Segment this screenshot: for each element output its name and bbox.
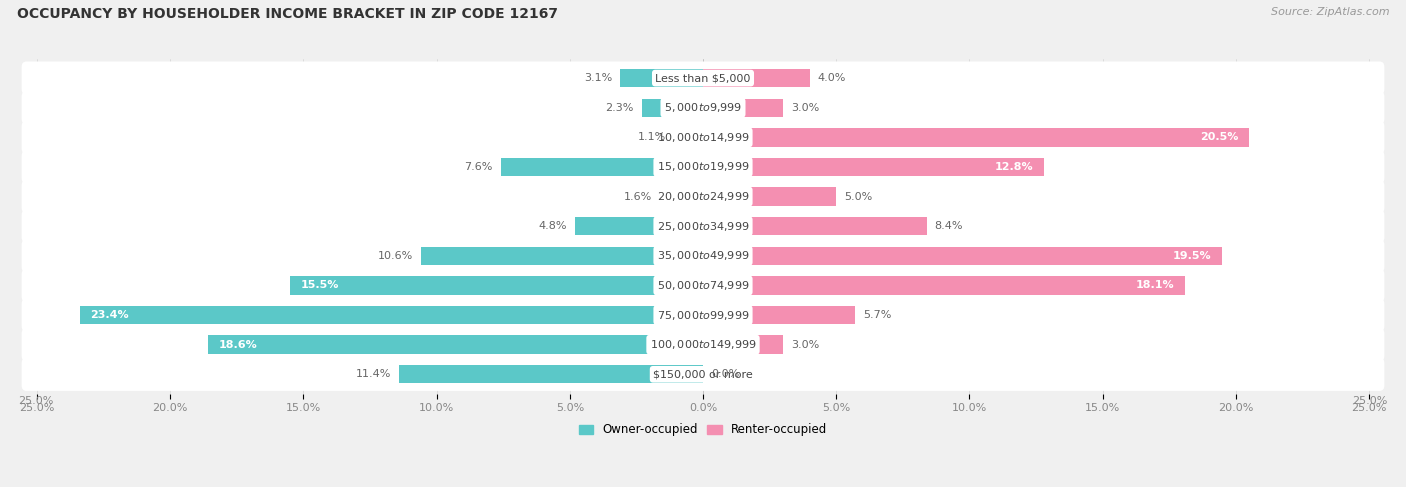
Legend: Owner-occupied, Renter-occupied: Owner-occupied, Renter-occupied: [574, 419, 832, 441]
FancyBboxPatch shape: [21, 180, 1385, 213]
Text: $5,000 to $9,999: $5,000 to $9,999: [664, 101, 742, 114]
Bar: [703, 158, 1043, 176]
FancyBboxPatch shape: [21, 358, 1385, 391]
Text: $150,000 or more: $150,000 or more: [654, 369, 752, 379]
Bar: [399, 365, 703, 383]
Text: 0.0%: 0.0%: [711, 369, 740, 379]
Text: 15.5%: 15.5%: [301, 281, 339, 290]
Text: 7.6%: 7.6%: [464, 162, 492, 172]
Bar: [703, 217, 927, 235]
Text: 3.0%: 3.0%: [792, 103, 820, 112]
Text: 25.0%: 25.0%: [1353, 396, 1388, 406]
Text: 12.8%: 12.8%: [994, 162, 1033, 172]
Text: Source: ZipAtlas.com: Source: ZipAtlas.com: [1271, 7, 1389, 18]
Text: $100,000 to $149,999: $100,000 to $149,999: [650, 338, 756, 351]
Text: $20,000 to $24,999: $20,000 to $24,999: [657, 190, 749, 203]
Text: 3.0%: 3.0%: [792, 339, 820, 350]
Bar: [703, 187, 837, 206]
FancyBboxPatch shape: [21, 121, 1385, 154]
FancyBboxPatch shape: [21, 61, 1385, 94]
FancyBboxPatch shape: [21, 269, 1385, 302]
Text: 4.0%: 4.0%: [817, 73, 846, 83]
Text: 18.6%: 18.6%: [218, 339, 257, 350]
Text: $25,000 to $34,999: $25,000 to $34,999: [657, 220, 749, 233]
FancyBboxPatch shape: [21, 209, 1385, 243]
Bar: [703, 128, 1249, 147]
Text: 8.4%: 8.4%: [935, 221, 963, 231]
Bar: [703, 336, 783, 354]
FancyBboxPatch shape: [21, 328, 1385, 361]
FancyBboxPatch shape: [21, 299, 1385, 332]
Bar: [703, 306, 855, 324]
Bar: [80, 306, 703, 324]
Text: 19.5%: 19.5%: [1173, 251, 1212, 261]
FancyBboxPatch shape: [21, 150, 1385, 184]
Text: OCCUPANCY BY HOUSEHOLDER INCOME BRACKET IN ZIP CODE 12167: OCCUPANCY BY HOUSEHOLDER INCOME BRACKET …: [17, 7, 558, 21]
Text: $75,000 to $99,999: $75,000 to $99,999: [657, 309, 749, 321]
Bar: [208, 336, 703, 354]
Bar: [501, 158, 703, 176]
Text: 25.0%: 25.0%: [18, 396, 53, 406]
Bar: [703, 246, 1222, 265]
Text: 20.5%: 20.5%: [1199, 132, 1239, 142]
Text: 2.3%: 2.3%: [606, 103, 634, 112]
Bar: [620, 69, 703, 87]
Text: $10,000 to $14,999: $10,000 to $14,999: [657, 131, 749, 144]
Bar: [290, 276, 703, 295]
Text: 1.1%: 1.1%: [637, 132, 665, 142]
Bar: [703, 98, 783, 117]
Bar: [641, 98, 703, 117]
Bar: [673, 128, 703, 147]
Text: 11.4%: 11.4%: [356, 369, 391, 379]
Bar: [575, 217, 703, 235]
FancyBboxPatch shape: [21, 239, 1385, 272]
Bar: [703, 276, 1185, 295]
Text: 4.8%: 4.8%: [538, 221, 567, 231]
Text: Less than $5,000: Less than $5,000: [655, 73, 751, 83]
Text: 18.1%: 18.1%: [1136, 281, 1174, 290]
Text: 23.4%: 23.4%: [90, 310, 129, 320]
Bar: [703, 69, 810, 87]
Text: 3.1%: 3.1%: [583, 73, 613, 83]
Text: $50,000 to $74,999: $50,000 to $74,999: [657, 279, 749, 292]
Text: $15,000 to $19,999: $15,000 to $19,999: [657, 160, 749, 173]
Text: 5.0%: 5.0%: [844, 191, 872, 202]
FancyBboxPatch shape: [21, 91, 1385, 124]
Bar: [661, 187, 703, 206]
Bar: [420, 246, 703, 265]
Text: 10.6%: 10.6%: [377, 251, 413, 261]
Text: 1.6%: 1.6%: [624, 191, 652, 202]
Text: 5.7%: 5.7%: [863, 310, 891, 320]
Text: $35,000 to $49,999: $35,000 to $49,999: [657, 249, 749, 262]
